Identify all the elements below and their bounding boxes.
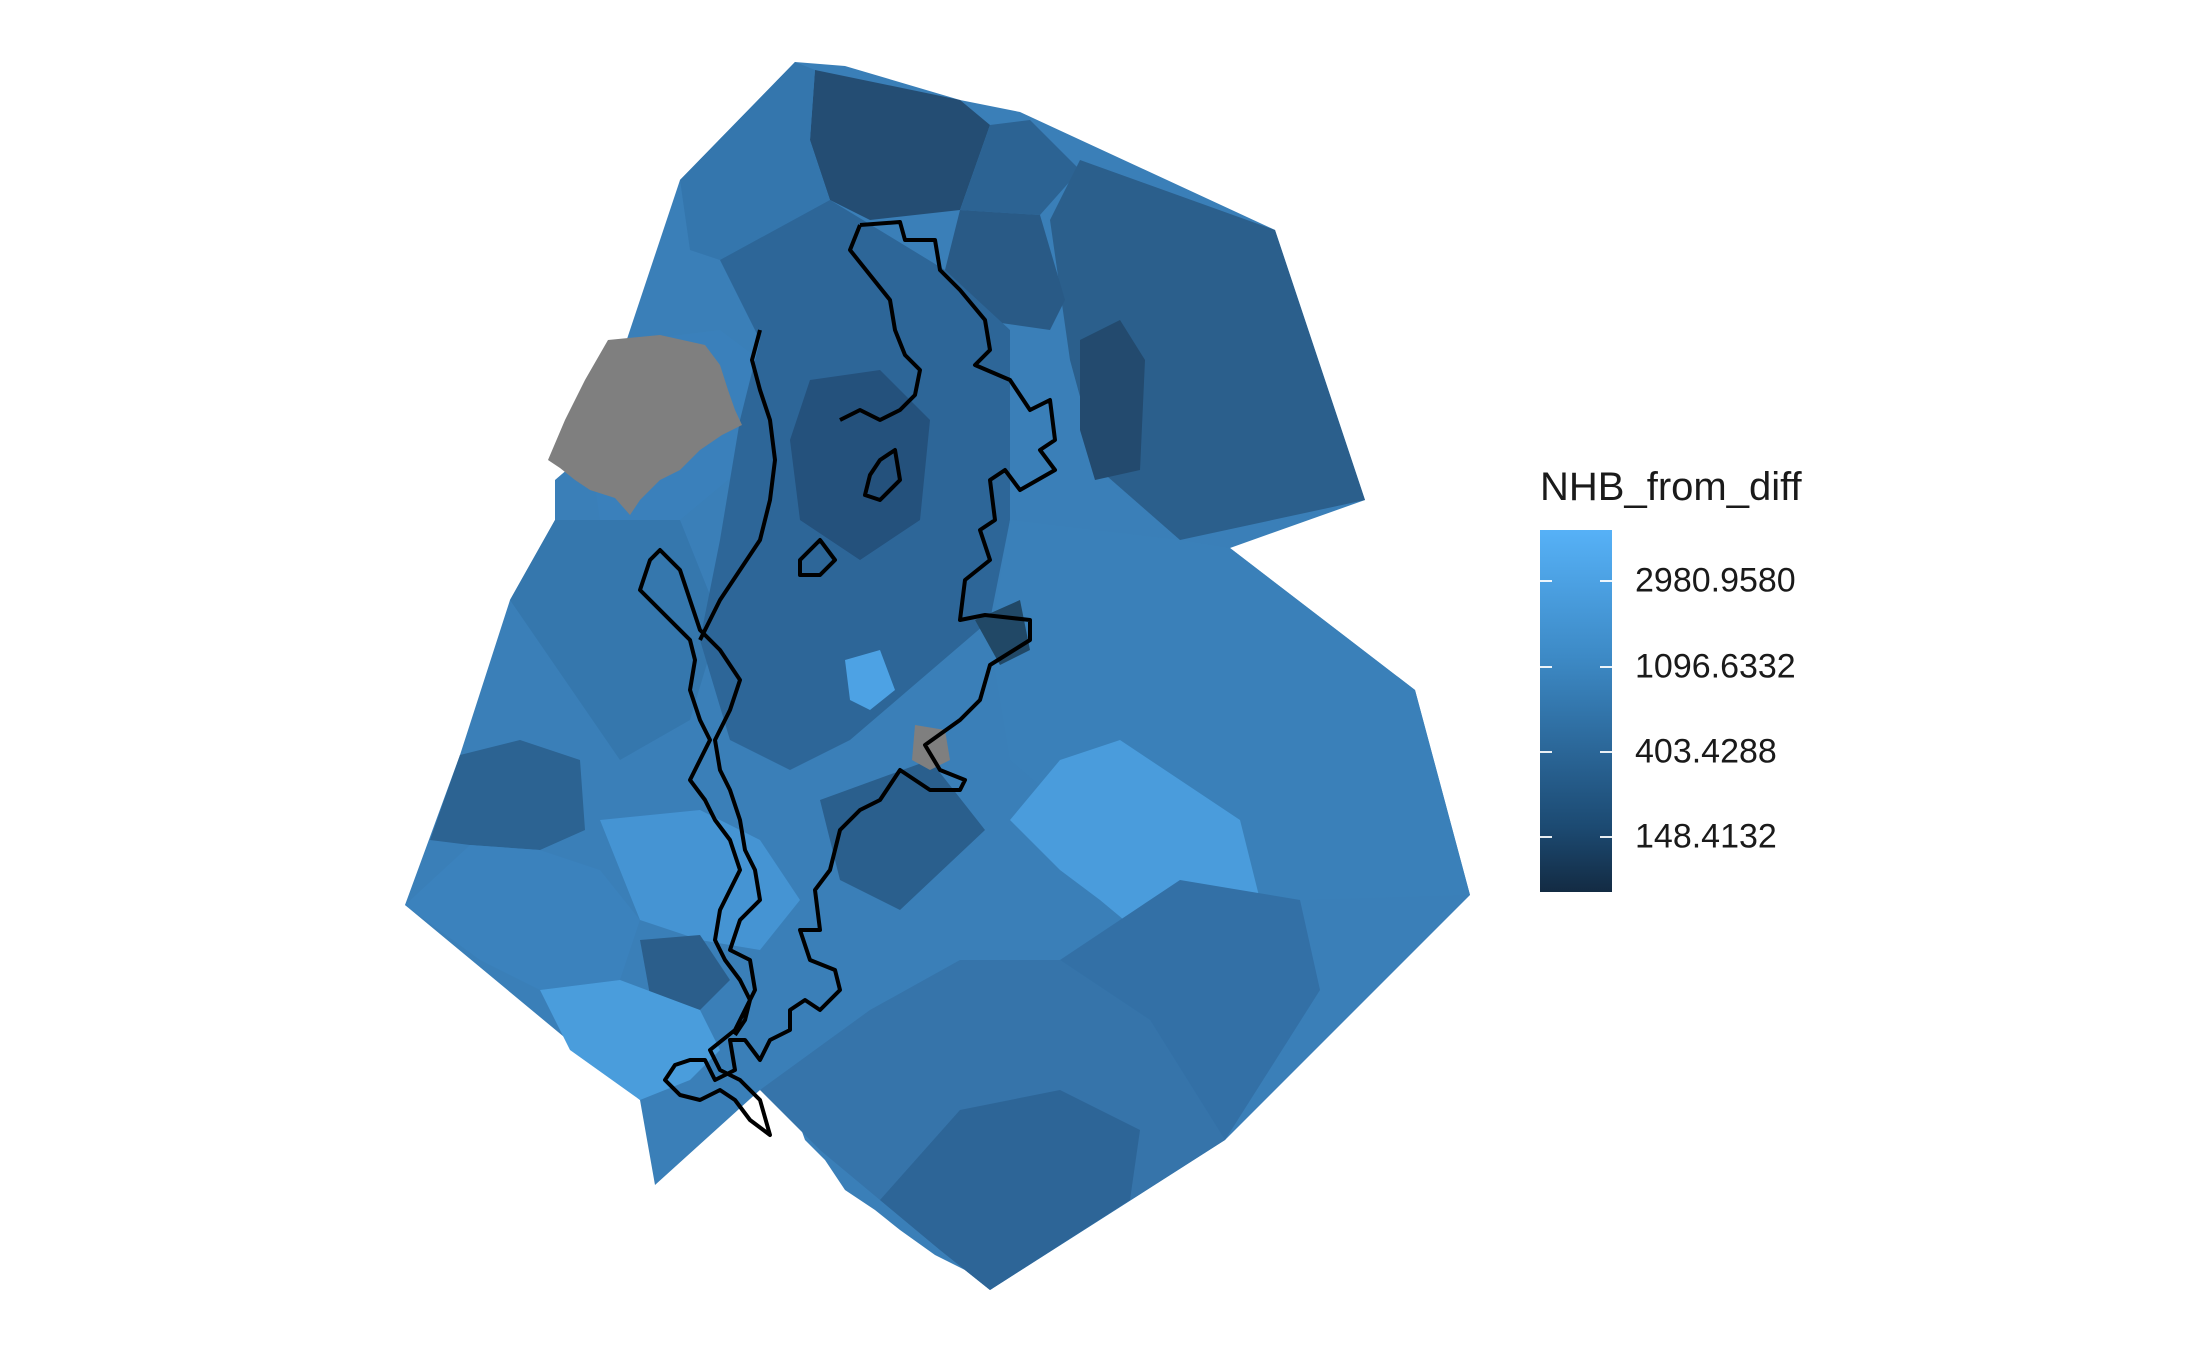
city-boundary-north-arm	[698, 224, 922, 641]
tract-se-mid	[1060, 880, 1320, 1140]
legend-tick	[1600, 751, 1612, 753]
tract-northwest	[680, 62, 830, 260]
legend-title: NHB_from_diff	[1540, 465, 1802, 509]
legend-tick	[1540, 836, 1552, 838]
tract-south-core-dark	[820, 760, 985, 910]
legend-tick	[1540, 751, 1552, 753]
tract-core-light	[845, 650, 895, 710]
legend-tick	[1600, 836, 1612, 838]
tract-core-dark	[790, 370, 930, 560]
tract-south-tip-light	[540, 980, 720, 1100]
tract-se-dark	[880, 1090, 1140, 1290]
tract-southwest	[405, 845, 640, 990]
legend-tick	[1540, 666, 1552, 668]
legend-label: 2980.9580	[1635, 561, 1796, 600]
city-boundary-outline	[638, 220, 1057, 1137]
tract-northeast-dark	[1080, 320, 1145, 480]
tract-north-dark	[810, 70, 990, 220]
tract-sw-dark	[640, 935, 730, 1010]
tract-north-mid	[960, 120, 1080, 215]
tract-west-dark	[430, 740, 585, 850]
legend-label: 403.4288	[1635, 732, 1777, 771]
legend-label: 1096.6332	[1635, 647, 1796, 686]
tract-west	[510, 520, 720, 760]
tract-sw-light	[600, 810, 800, 950]
legend-colorbar	[1540, 530, 1612, 892]
legend-tick	[1600, 580, 1612, 582]
legend-tick	[1540, 580, 1552, 582]
legend-tick	[1600, 666, 1612, 668]
tract-na-northwest	[548, 335, 742, 515]
color-legend: NHB_from_diff 2980.9580 1096.6332 403.42…	[1540, 465, 1920, 925]
legend-label: 148.4132	[1635, 817, 1777, 856]
